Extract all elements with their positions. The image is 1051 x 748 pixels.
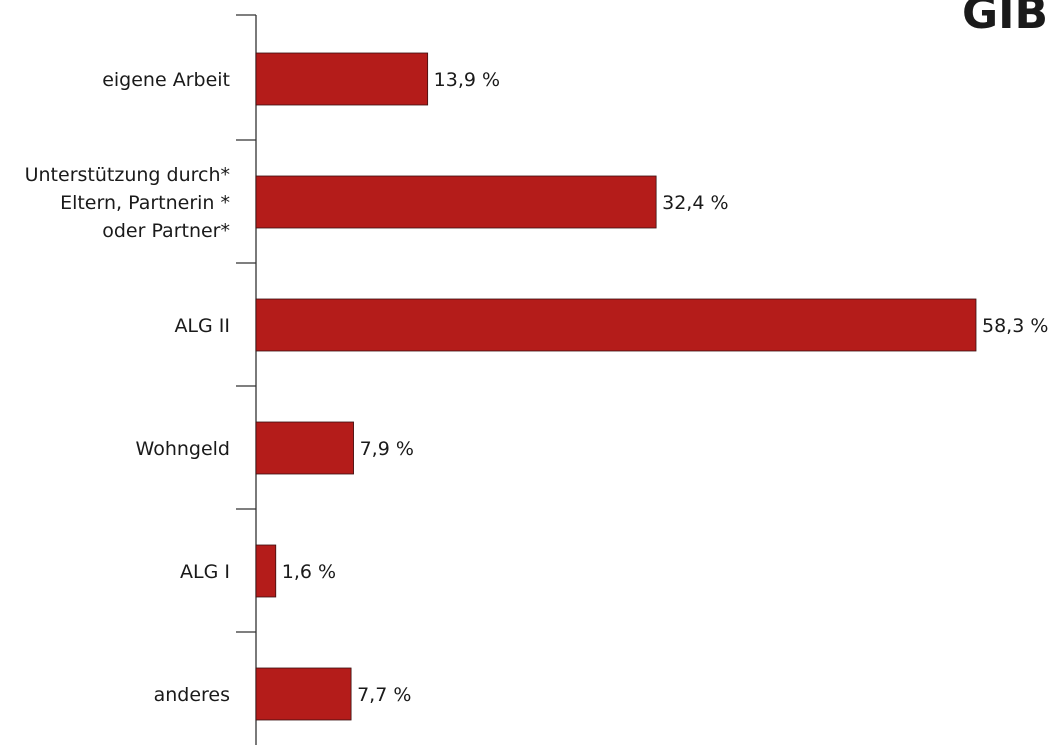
- bar-value-label: 7,9 %: [360, 438, 414, 460]
- bar: [255, 175, 657, 229]
- category-label: Eltern, Partnerin *: [60, 192, 230, 214]
- bar-value-label: 13,9 %: [434, 69, 500, 91]
- bar: [255, 667, 352, 721]
- category-labels: eigene Arbeit Unterstützung durch* Eltern,…: [25, 69, 230, 706]
- category-label: oder Partner*: [102, 220, 230, 242]
- category-label: ALG II: [174, 315, 230, 337]
- category-label: eigene Arbeit: [102, 69, 230, 91]
- bar: [255, 52, 429, 106]
- bar-value-label: 7,7 %: [357, 684, 411, 706]
- y-axis-ticks: [236, 14, 256, 633]
- bar-value-label: 1,6 %: [282, 561, 336, 583]
- bar: [255, 298, 977, 352]
- bar: [255, 421, 354, 475]
- bars-group: [255, 52, 977, 721]
- brand-logo: GIB: [962, 0, 1048, 39]
- bar: [255, 544, 277, 598]
- category-label: ALG I: [180, 561, 230, 583]
- category-label: Wohngeld: [136, 438, 230, 460]
- bar-value-label: 32,4 %: [662, 192, 728, 214]
- category-label: anderes: [154, 684, 230, 706]
- bar-value-label: 58,3 %: [982, 315, 1048, 337]
- value-labels: 13,9 % 32,4 % 58,3 % 7,9 % 1,6 % 7,7 %: [282, 69, 1049, 706]
- category-label: Unterstützung durch*: [25, 164, 230, 186]
